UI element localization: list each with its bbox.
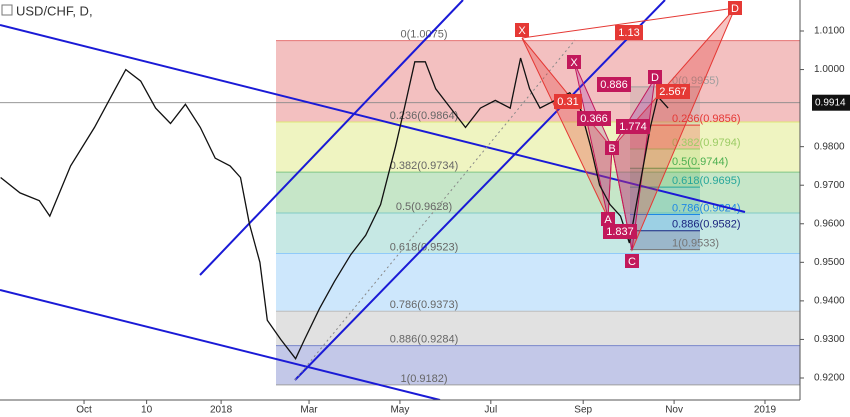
pattern-labels: X X A B C D D 1.13 0.31 0.366 0.886 1.77… — [515, 1, 742, 268]
fib-band — [630, 214, 700, 231]
ratio-label: 1.13 — [618, 27, 639, 39]
y-axis-area — [800, 0, 850, 417]
y-tick-label: 0.9200 — [814, 373, 845, 384]
x-tick-label: Mar — [300, 405, 318, 416]
fib-label: 1(0.9533) — [672, 238, 719, 250]
pattern-label: B — [608, 143, 615, 155]
x-tick-label: 2018 — [210, 405, 233, 416]
tag-box — [554, 94, 582, 109]
pattern-line — [521, 7, 736, 39]
fib-label: 0.382(0.9734) — [390, 160, 459, 172]
fib-label: 0.886(0.9582) — [672, 219, 741, 231]
x-axis-area — [0, 400, 850, 417]
x-tick-label: 10 — [141, 405, 153, 416]
fib-band — [630, 230, 700, 250]
fib-label: 0.5(0.9628) — [396, 201, 452, 213]
y-tick-label: 1.0000 — [814, 64, 845, 75]
fib-label: 0.886(0.9284) — [390, 334, 459, 346]
x-tick-label: Jul — [484, 405, 497, 416]
fib-band — [630, 148, 700, 169]
collapse-icon[interactable] — [1, 4, 13, 16]
trend-line — [199, 0, 464, 276]
pattern-label: X — [518, 25, 526, 37]
y-tick-label: 1.0100 — [814, 26, 845, 37]
chart-title: USD/CHF, D, — [16, 3, 93, 18]
pattern-label: X — [570, 57, 578, 69]
tag-box — [648, 70, 662, 84]
ratio-label: 0.31 — [557, 96, 578, 108]
tag-box — [597, 77, 631, 92]
ratio-label: 0.886 — [600, 79, 628, 91]
ratio-label: 0.366 — [580, 113, 608, 125]
tag-box — [577, 111, 611, 126]
x-tick-label: 2019 — [754, 405, 777, 416]
fib-band — [276, 345, 800, 385]
fib-label: 0.786(0.9373) — [390, 299, 459, 311]
fib-layer: 0(1.0075) 0.236(0.9864) 0.382(0.9734) 0.5(0… — [0, 29, 800, 386]
x-tick-label: Nov — [665, 405, 683, 416]
x-tick-label: May — [390, 405, 409, 416]
tag-box — [616, 119, 650, 134]
tag-box — [515, 23, 529, 37]
fib-band — [276, 212, 800, 254]
pattern-label: A — [604, 214, 612, 226]
tag-box — [625, 254, 639, 268]
last-price-box — [812, 94, 850, 111]
fib-label: 1(0.9182) — [400, 373, 447, 385]
trend-line — [294, 39, 576, 381]
tag-box — [605, 141, 619, 155]
tag-box — [603, 224, 637, 239]
trend-line — [0, 24, 746, 213]
pattern-label: C — [628, 256, 636, 268]
fib-label: 0(1.0075) — [400, 29, 447, 41]
fib-label: 0.618(0.9695) — [672, 175, 741, 187]
fib-band — [276, 172, 800, 213]
x-tick-label: Oct — [76, 405, 92, 416]
trend-line — [294, 0, 666, 381]
pattern-label: D — [651, 72, 659, 84]
last-price-label: 0.9914 — [815, 97, 846, 108]
y-tick-label: 0.9600 — [814, 218, 845, 229]
fib-label: 0(0.9955) — [672, 75, 719, 87]
tag-box — [656, 84, 690, 99]
fib-band — [276, 311, 800, 346]
pattern — [573, 61, 613, 219]
tag-box — [567, 55, 581, 69]
ratio-label: 1.774 — [619, 121, 647, 133]
y-tick-label: 0.9700 — [814, 180, 845, 191]
ratio-label: 1.837 — [606, 226, 634, 238]
ratio-label: 2.567 — [659, 86, 687, 98]
price-line — [0, 57, 669, 360]
x-tick-label: Sep — [574, 405, 592, 416]
fib-band — [276, 40, 800, 122]
y-tick-label: 0.9800 — [814, 141, 845, 152]
y-tick-label: 0.9500 — [814, 257, 845, 268]
fib-label: 0.236(0.9864) — [390, 110, 459, 122]
fib-label: 0.382(0.9794) — [672, 137, 741, 149]
y-tick-label: 0.9300 — [814, 334, 845, 345]
tag-box — [615, 25, 643, 40]
fib-label: 0.5(0.9744) — [672, 156, 728, 168]
tag-box — [601, 212, 615, 226]
trend-line — [0, 289, 441, 401]
fib-band — [276, 253, 800, 312]
fib-band — [630, 168, 700, 188]
drawings — [0, 0, 746, 401]
pattern-label: D — [731, 3, 739, 15]
fib-label: 0.786(0.9624) — [672, 202, 741, 214]
tag-box — [728, 1, 742, 15]
price-layer — [0, 57, 669, 360]
y-tick-label: 0.9400 — [814, 296, 845, 307]
